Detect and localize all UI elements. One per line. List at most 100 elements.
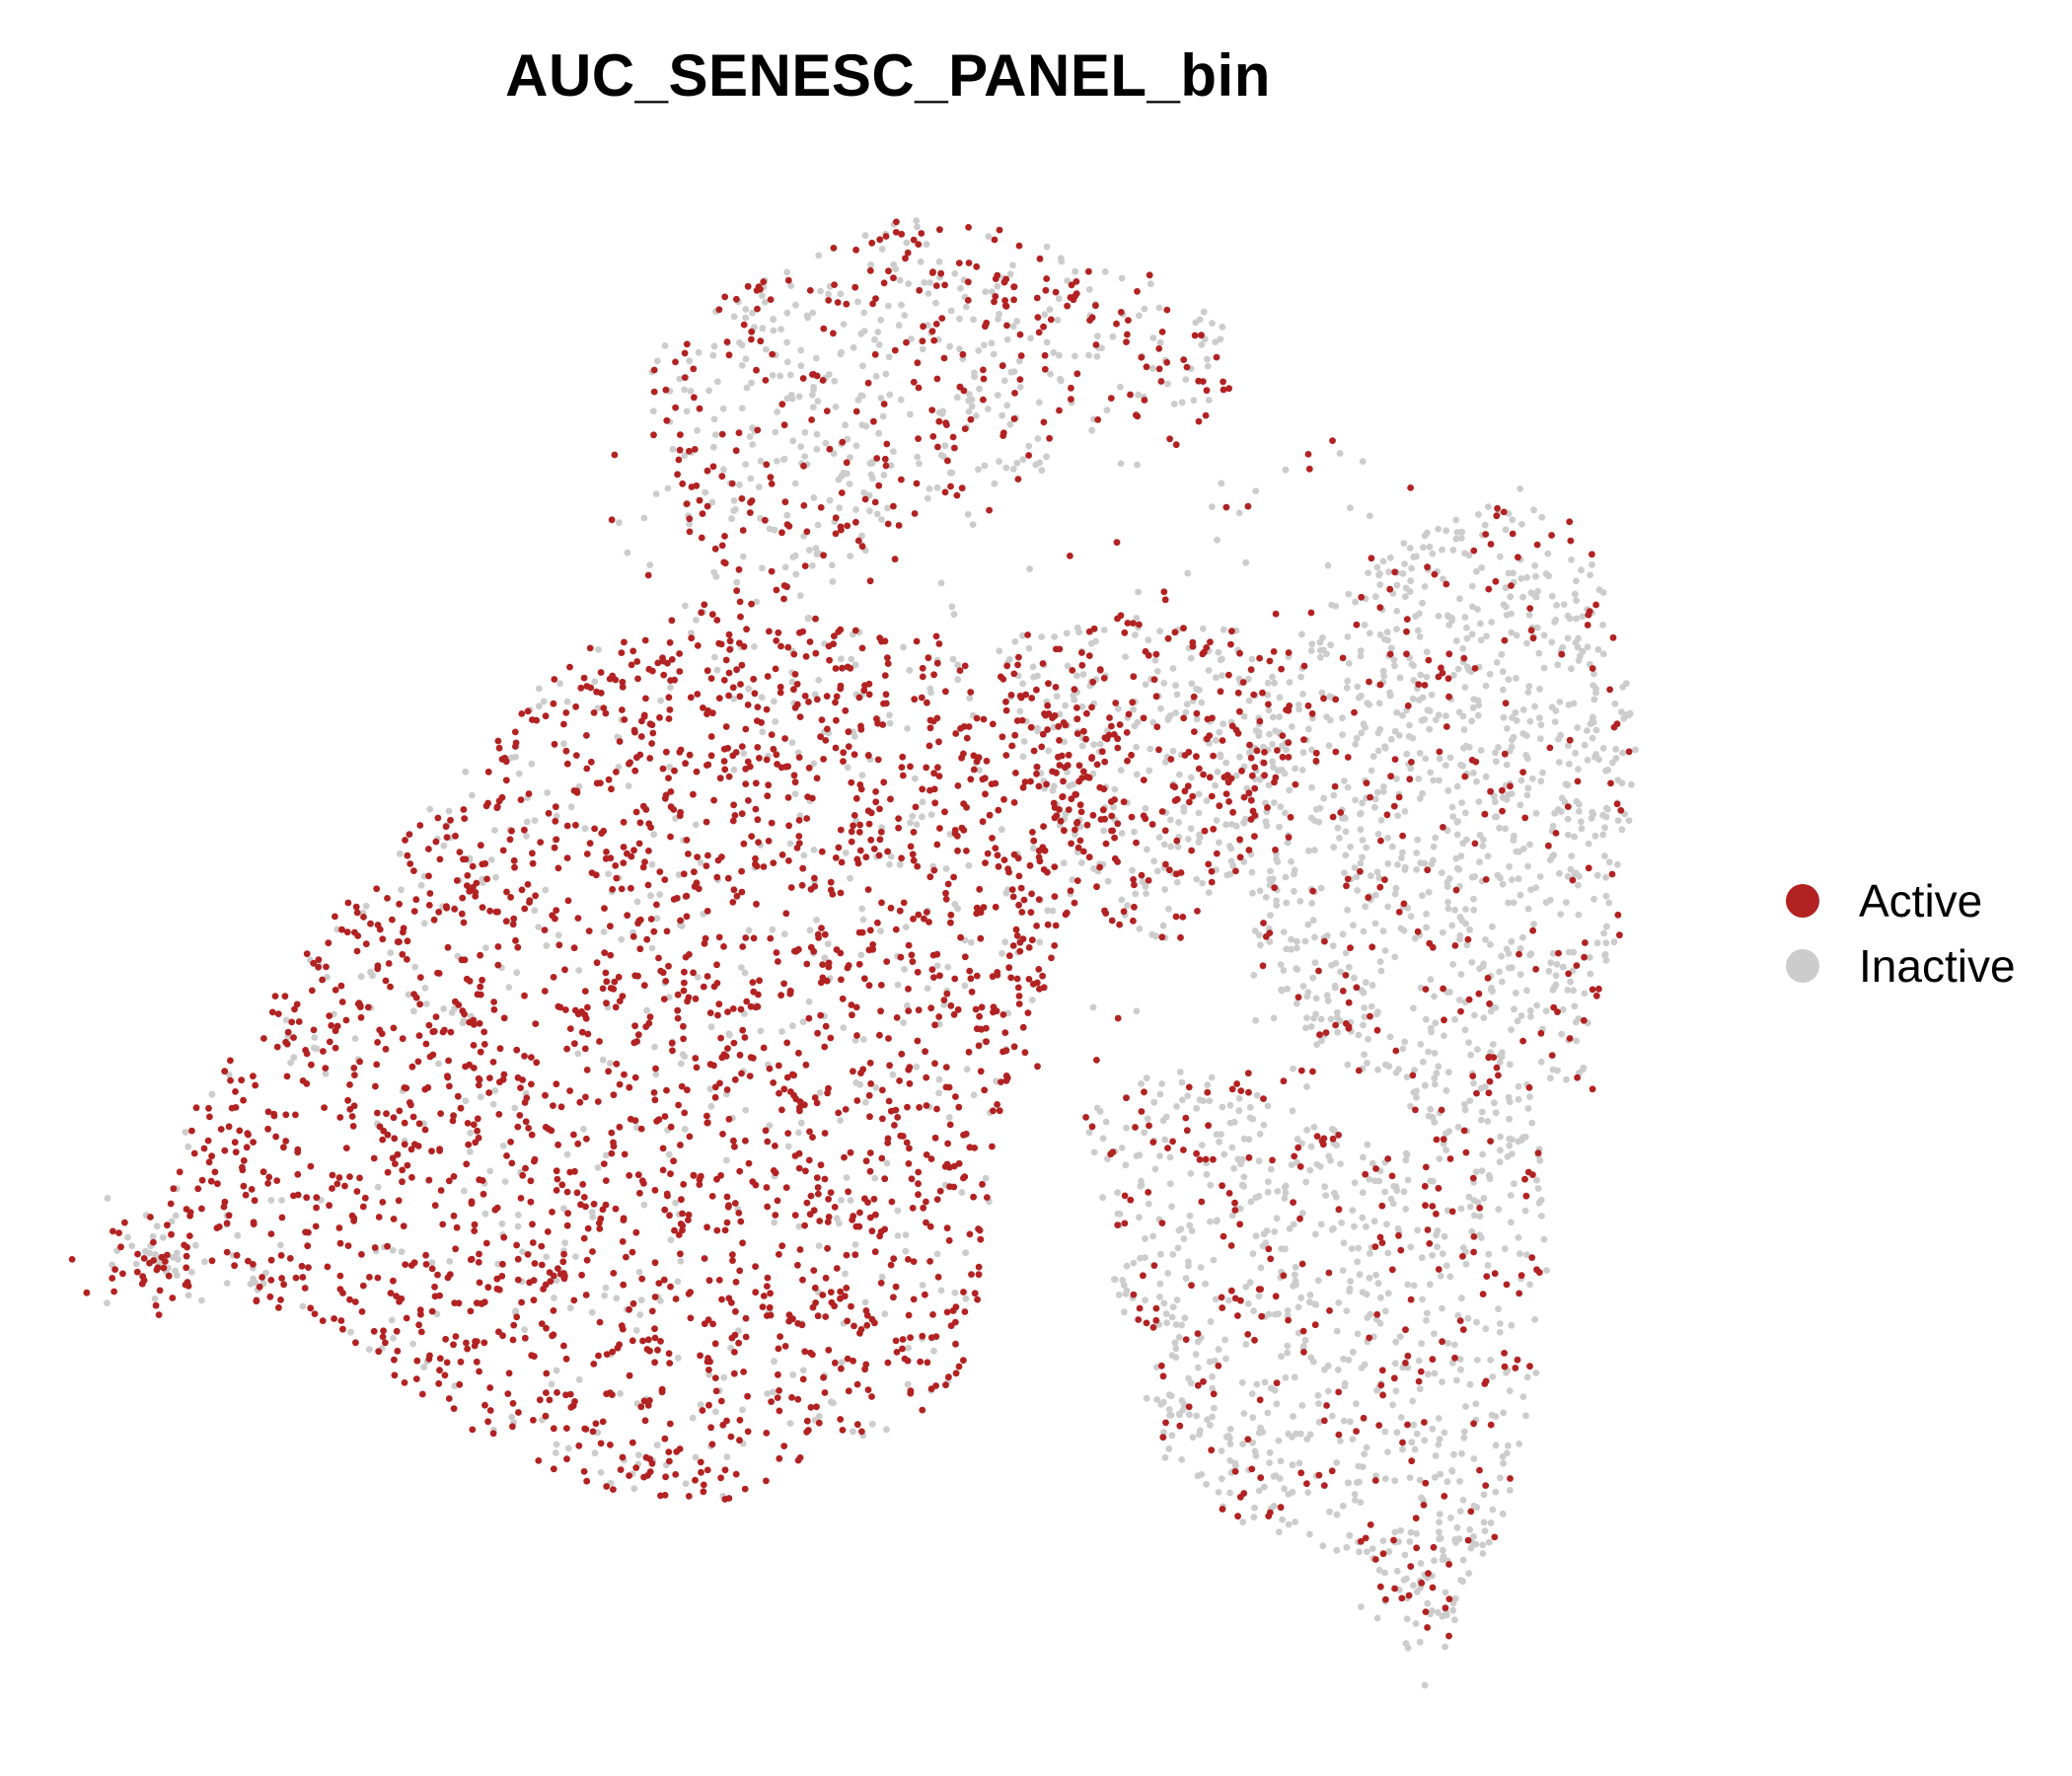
point-inactive: [800, 851, 808, 859]
point-active: [942, 1064, 950, 1071]
point-inactive: [1240, 858, 1248, 865]
point-inactive: [1262, 894, 1270, 901]
point-active: [896, 907, 904, 915]
point-active: [952, 1369, 960, 1377]
point-active: [801, 693, 809, 700]
point-inactive: [946, 469, 954, 477]
point-active: [641, 636, 649, 644]
point-inactive: [771, 1219, 778, 1226]
point-inactive: [182, 1129, 189, 1136]
point-active: [471, 1221, 479, 1228]
point-inactive: [1384, 1249, 1392, 1257]
point-inactive: [1533, 1176, 1540, 1184]
point-inactive: [965, 861, 973, 869]
point-active: [738, 810, 746, 818]
point-inactive: [1182, 708, 1190, 716]
point-active: [464, 1120, 472, 1127]
point-active: [970, 1193, 977, 1201]
point-inactive: [468, 791, 476, 799]
point-active: [273, 1043, 281, 1051]
point-inactive: [1543, 1267, 1550, 1274]
point-inactive: [941, 442, 949, 450]
point-inactive: [1292, 1263, 1299, 1271]
point-active: [886, 1062, 893, 1070]
point-active: [730, 1369, 738, 1377]
point-active: [477, 991, 484, 999]
point-active: [963, 848, 970, 854]
point-active: [743, 998, 751, 1005]
point-active: [745, 797, 752, 804]
point-inactive: [1512, 708, 1519, 716]
point-active: [777, 1333, 783, 1340]
point-inactive: [1079, 671, 1087, 678]
point-active: [923, 764, 930, 772]
point-inactive: [1316, 1163, 1324, 1170]
point-inactive: [904, 1380, 912, 1388]
point-inactive: [1509, 876, 1516, 883]
point-active: [865, 982, 873, 990]
point-inactive: [1129, 866, 1136, 874]
point-active: [650, 927, 658, 935]
point-active: [602, 854, 610, 862]
point-active: [705, 1401, 712, 1409]
point-active: [1025, 452, 1032, 459]
point-active: [587, 684, 595, 692]
point-active: [883, 958, 891, 965]
point-active: [971, 1145, 979, 1151]
point-active: [995, 862, 1002, 870]
point-active: [521, 1099, 529, 1106]
point-active: [708, 611, 716, 619]
point-active: [713, 980, 721, 987]
point-inactive: [884, 504, 891, 512]
point-active: [908, 951, 916, 959]
point-inactive: [1250, 971, 1258, 979]
point-inactive: [1232, 1462, 1239, 1470]
point-active: [554, 1389, 560, 1396]
point-inactive: [1479, 1550, 1487, 1557]
point-inactive: [1417, 1041, 1425, 1048]
point-active: [294, 1146, 302, 1153]
point-inactive: [1519, 933, 1526, 941]
point-active: [671, 767, 678, 775]
point-inactive: [1512, 990, 1519, 997]
point-inactive: [850, 343, 857, 351]
point-inactive: [1385, 1548, 1393, 1555]
point-active: [1033, 770, 1040, 777]
point-inactive: [1284, 839, 1292, 847]
point-inactive: [1552, 972, 1560, 980]
point-active: [864, 1386, 872, 1393]
point-inactive: [1324, 1362, 1332, 1369]
point-active: [414, 1058, 422, 1066]
point-inactive: [1519, 845, 1527, 852]
point-active: [410, 908, 418, 915]
point-inactive: [1572, 869, 1580, 877]
point-active: [873, 715, 880, 722]
point-active: [687, 694, 695, 702]
point-active: [738, 495, 746, 502]
point-active: [919, 664, 926, 672]
point-inactive: [1387, 644, 1395, 652]
point-inactive: [519, 1248, 526, 1255]
point-inactive: [1351, 864, 1359, 871]
point-active: [301, 1285, 309, 1292]
point-inactive: [1533, 1001, 1540, 1009]
point-active: [869, 941, 877, 948]
point-active: [659, 1145, 667, 1152]
point-inactive: [1206, 1097, 1214, 1105]
point-active: [925, 919, 932, 925]
point-inactive: [1119, 1277, 1127, 1284]
point-active: [708, 1193, 716, 1200]
point-active: [767, 1311, 775, 1319]
point-active: [977, 934, 985, 942]
point-inactive: [860, 309, 868, 317]
point-inactive: [563, 698, 571, 705]
point-active: [798, 881, 806, 889]
point-inactive: [1268, 1165, 1275, 1173]
point-active: [977, 1235, 985, 1243]
point-active: [1019, 935, 1027, 942]
point-active: [933, 1105, 940, 1113]
point-active: [519, 1076, 526, 1083]
point-active: [980, 715, 988, 723]
point-active: [227, 1076, 234, 1084]
point-inactive: [1038, 467, 1046, 474]
